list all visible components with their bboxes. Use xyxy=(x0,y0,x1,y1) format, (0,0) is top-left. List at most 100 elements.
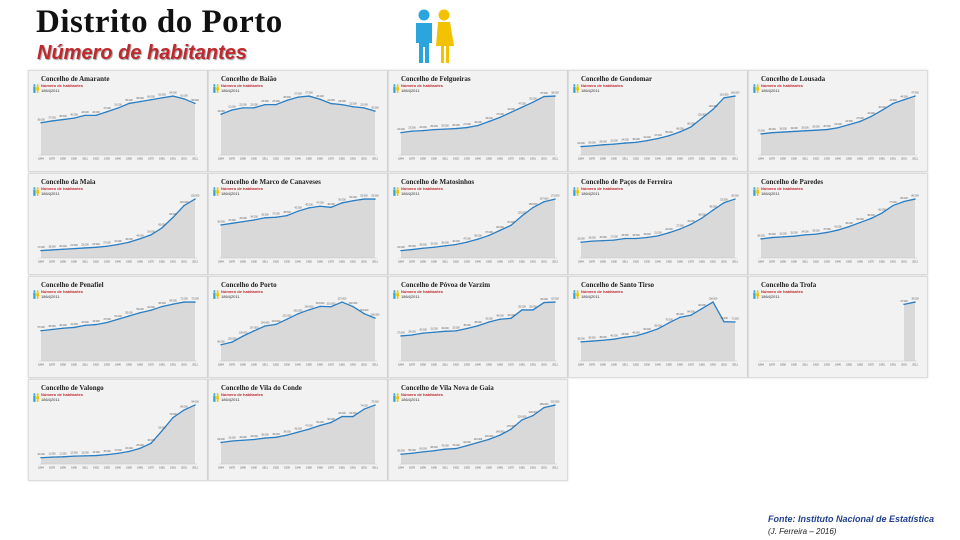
x-tick-label: 1960 xyxy=(857,363,863,367)
data-label: 58.000 xyxy=(867,214,875,217)
page-subtitle: Número de habitantes xyxy=(37,42,248,64)
x-tick-label: 1900 xyxy=(431,260,437,264)
x-tick-label: 1991 xyxy=(350,260,356,264)
data-label: 23.500 xyxy=(272,100,280,103)
data-label: 35.000 xyxy=(812,230,820,233)
data-point xyxy=(183,409,185,411)
x-tick-label: 1970 xyxy=(868,260,874,264)
people-icon xyxy=(213,393,220,402)
measure-label: Número de habitantes xyxy=(581,83,624,88)
data-point xyxy=(499,229,501,232)
chart-plot: 22.000 1864 25.000 1878 29.000 1890 32.000 1900… xyxy=(397,195,560,264)
data-point xyxy=(580,145,582,148)
data-label: 63.000 xyxy=(540,298,548,301)
chart-panel: Concelho de Matosinhos Número de habitant… xyxy=(388,173,568,275)
data-point xyxy=(286,99,288,102)
x-tick-label: 1864 xyxy=(758,260,764,264)
data-point xyxy=(760,238,762,240)
people-icon xyxy=(33,187,40,196)
data-point xyxy=(62,327,64,329)
data-point xyxy=(613,143,615,145)
data-label: 42.500 xyxy=(294,207,302,210)
x-tick-label: 1920 xyxy=(813,260,819,264)
x-tick-label: 1970 xyxy=(688,363,694,367)
x-tick-label: 1920 xyxy=(93,466,99,470)
data-label: 72.000 xyxy=(191,298,199,301)
data-label: 37.000 xyxy=(272,213,280,216)
x-tick-label: 1911 xyxy=(82,157,88,161)
data-label: 18.000 xyxy=(768,128,776,131)
x-tick-label: 1911 xyxy=(802,260,808,264)
data-point xyxy=(95,246,97,249)
data-point xyxy=(914,198,916,200)
x-tick-label: 1981 xyxy=(339,260,345,264)
x-tick-label: 1911 xyxy=(82,363,88,367)
x-tick-label: 1878 xyxy=(409,466,415,470)
series-area xyxy=(401,302,555,361)
data-point xyxy=(881,212,883,214)
data-label: 90.000 xyxy=(217,340,225,343)
data-label: 150.000 xyxy=(529,203,538,206)
data-label: 24.500 xyxy=(845,120,853,123)
x-tick-label: 1950 xyxy=(486,466,492,470)
x-tick-label: 1950 xyxy=(126,260,132,264)
x-tick-label: 2001 xyxy=(361,157,367,161)
x-tick-label: 1960 xyxy=(497,363,503,367)
data-label: 96.000 xyxy=(698,304,706,307)
data-point xyxy=(253,219,255,221)
chart-panel: Concelho de Póvoa de Varzim Número de hab… xyxy=(388,276,568,378)
data-point xyxy=(712,108,714,111)
x-tick-label: 1960 xyxy=(857,157,863,161)
data-label: 29.000 xyxy=(419,244,427,247)
data-label: 32.000 xyxy=(441,327,449,330)
x-tick-label: 1920 xyxy=(273,363,279,367)
x-tick-label: 1911 xyxy=(262,260,268,264)
x-tick-label: 1960 xyxy=(677,363,683,367)
data-point xyxy=(488,120,490,123)
data-point xyxy=(444,448,446,450)
data-label: 22.500 xyxy=(349,102,357,105)
data-point xyxy=(275,436,277,439)
series-area xyxy=(221,199,375,258)
data-label: 17.000 xyxy=(610,236,618,239)
data-label: 55.000 xyxy=(408,449,416,452)
data-point xyxy=(771,236,773,239)
x-tick-label: 1991 xyxy=(890,157,896,161)
people-icon xyxy=(393,84,400,93)
data-point xyxy=(804,130,806,132)
data-label: 31.500 xyxy=(228,219,236,222)
x-tick-label: 1900 xyxy=(791,363,797,367)
data-point xyxy=(275,323,277,326)
x-tick-label: 1900 xyxy=(431,363,437,367)
chart-panel: Concelho do Porto Número de habitantes 186… xyxy=(208,276,388,378)
data-label: 52.000 xyxy=(316,421,324,424)
x-tick-label: 1890 xyxy=(780,363,786,367)
data-point xyxy=(128,450,130,453)
x-tick-label: 1920 xyxy=(633,157,639,161)
data-label: 178.000 xyxy=(507,425,516,428)
data-point xyxy=(613,338,615,340)
data-point xyxy=(374,404,376,406)
data-point xyxy=(73,247,75,250)
x-tick-label: 1890 xyxy=(600,363,606,367)
data-point xyxy=(433,450,435,452)
chart-title: Concelho de Penafiel xyxy=(41,281,104,289)
data-label: 35.000 xyxy=(463,324,471,327)
data-label: 47.000 xyxy=(103,318,111,321)
x-tick-label: 2001 xyxy=(361,363,367,367)
x-tick-label: 1970 xyxy=(328,466,334,470)
x-tick-label: 2011 xyxy=(732,363,738,367)
data-label: 40.000 xyxy=(70,114,78,117)
data-point xyxy=(128,241,130,243)
x-tick-label: 1890 xyxy=(240,466,246,470)
measure-label: Número de habitantes xyxy=(581,289,624,294)
data-label: 32.000 xyxy=(790,232,798,235)
data-label: 11.500 xyxy=(59,452,67,455)
data-point xyxy=(734,95,736,97)
data-label: 18.500 xyxy=(621,234,629,237)
chart-plot: 50.000 1864 55.000 1878 62.000 1890 68.000 1900… xyxy=(397,401,560,470)
x-tick-label: 2011 xyxy=(372,363,378,367)
x-tick-label: 2011 xyxy=(732,260,738,264)
x-tick-label: 1960 xyxy=(137,363,143,367)
data-point xyxy=(624,336,626,338)
